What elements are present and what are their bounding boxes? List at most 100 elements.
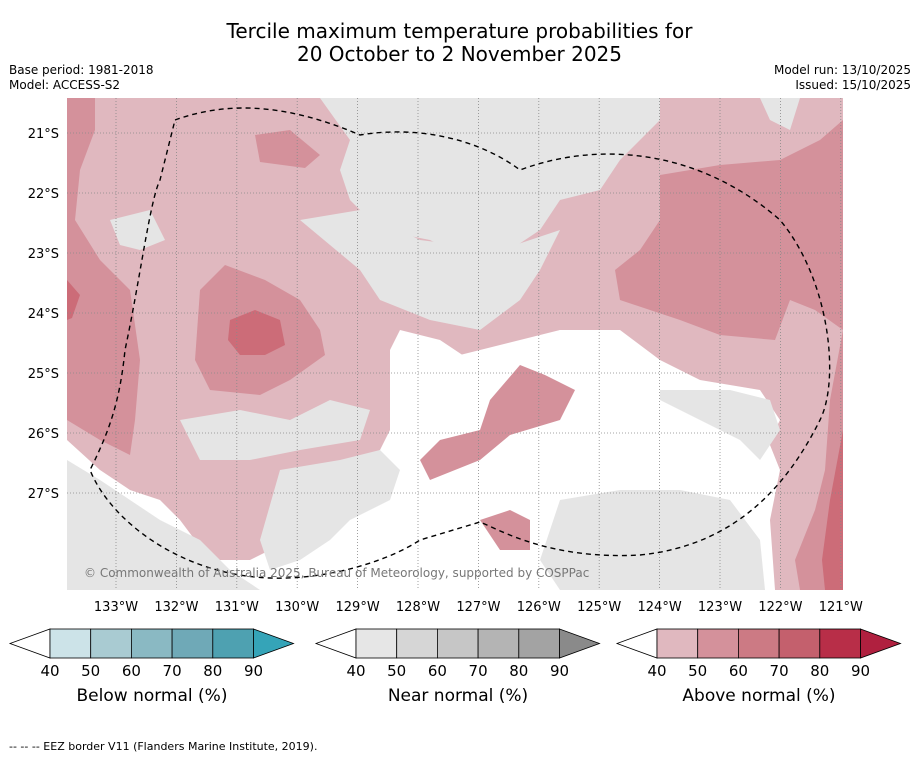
colorbar-tick: 40 [40,662,59,680]
near-normal-north [320,98,660,260]
colorbar-segment [355,628,398,659]
lon-label: 129°W [336,600,380,615]
colorbar-tick: 50 [81,662,100,680]
latitude-labels: 21°S 22°S 23°S 24°S 25°S 26°S 27°S [28,127,59,502]
white-region-center [420,330,780,490]
longitude-labels: 133°W 132°W 131°W 130°W 129°W 128°W 127°W 126°W… [94,600,863,615]
lon-label: 131°W [215,600,259,615]
colorbar-segment [778,628,821,659]
colorbar-tick: 80 [509,662,528,680]
colorbar-low-extension [8,628,51,659]
near-normal-west [110,210,165,250]
colorbar-segment [477,628,520,659]
map-area: © Commonwealth of Australia 2025, Bureau… [67,98,843,590]
lon-label: 126°W [517,600,561,615]
lon-label: 122°W [758,600,802,615]
near-normal-central [300,210,560,330]
map-title-line2: 20 October to 2 November 2025 [296,42,623,66]
colorbar-segment [396,628,438,659]
base-period: Base period: 1981-2018 [9,63,154,77]
colorbar-label-near: Near normal (%) [387,686,529,706]
model-run: Model run: 13/10/2025 [773,63,911,77]
lat-label: 25°S [28,367,59,382]
colorbar-high-extension [253,628,295,659]
colorbar-low-extension [615,628,658,659]
lon-label: 130°W [275,600,319,615]
colorbar-segment [171,628,214,659]
colorbar-tick: 90 [851,662,870,680]
colorbar-above: 40 50 60 70 80 90 [615,628,902,680]
lon-label: 123°W [698,600,742,615]
colorbar-segment [436,628,479,659]
above-normal-50-south [420,365,575,480]
colorbar-tick: 40 [346,662,365,680]
above-normal-50-north [255,130,320,168]
colorbar-tick: 60 [729,662,748,680]
lat-label: 27°S [28,487,59,502]
lat-label: 22°S [28,187,59,202]
lat-label: 21°S [28,127,59,142]
colorbar-tick: 50 [688,662,707,680]
lon-label: 132°W [154,600,198,615]
colorbar-tick: 90 [244,662,263,680]
colorbar-segment [518,628,560,659]
colorbar-segment [819,628,861,659]
near-normal-south-central [260,450,400,570]
colorbar-high-extension [559,628,601,659]
near-normal-southwest-2 [180,400,370,460]
above-normal-50-west [67,98,140,455]
colorbar-near: 40 50 60 70 80 90 [314,628,601,680]
graticule [67,98,843,590]
colorbar-tick: 90 [550,662,569,680]
colorbar-segment [90,628,132,659]
lon-label: 121°W [819,600,863,615]
colorbar-tick: 60 [122,662,141,680]
colorbars: 40 50 60 70 80 90 40 50 60 70 80 90 40 50 60 70 80 90 [8,628,902,680]
colorbar-segment [212,628,254,659]
above-normal-60-southeast [822,430,843,590]
colorbar-tick: 80 [203,662,222,680]
copyright-notice: © Commonwealth of Australia 2025, Bureau… [84,566,589,580]
lat-label: 23°S [28,247,59,262]
issued-date: Issued: 15/10/2025 [795,78,911,92]
eez-footnote: -- -- -- EEZ border V11 (Flanders Marine… [9,740,318,753]
above-normal-60-west [67,280,80,320]
meta-right: Model run: 13/10/2025 Issued: 15/10/2025 [774,63,911,93]
meta-left: Base period: 1981-2018 Model: ACCESS-S2 [9,63,154,93]
colorbar-high-extension [860,628,902,659]
near-normal-southwest [67,460,260,590]
colorbar-tick: 70 [770,662,789,680]
lat-label: 24°S [28,307,59,322]
lon-label: 124°W [638,600,682,615]
near-normal-northeast [700,98,800,130]
near-normal-southeast-2 [540,490,765,590]
lon-label: 128°W [396,600,440,615]
colorbar-tick: 60 [428,662,447,680]
lat-label: 26°S [28,427,59,442]
colorbar-tick: 80 [810,662,829,680]
lon-label: 127°W [456,600,500,615]
above-normal-50-south-2 [480,510,530,550]
colorbar-low-extension [314,628,357,659]
lon-label: 133°W [94,600,138,615]
map-title-line1: Tercile maximum temperature probabilitie… [226,19,693,43]
colorbar-tick: 70 [469,662,488,680]
above-normal-40-region [67,98,843,590]
colorbar-segment [697,628,739,659]
colorbar-label-above: Above normal (%) [682,686,836,706]
colorbar-segment [738,628,780,659]
colorbar-below: 40 50 60 70 80 90 [8,628,295,680]
model-name: Model: ACCESS-S2 [9,78,121,92]
above-normal-50-east [615,120,843,340]
above-normal-60-core [228,310,285,355]
colorbar-segment [130,628,173,659]
colorbar-tick: 40 [647,662,666,680]
colorbar-tick: 70 [163,662,182,680]
colorbar-segment [49,628,92,659]
lon-label: 125°W [577,600,621,615]
colorbar-segment [656,628,699,659]
eez-border-line [89,107,831,579]
colorbar-tick: 50 [387,662,406,680]
colorbar-label-below: Below normal (%) [76,686,228,706]
